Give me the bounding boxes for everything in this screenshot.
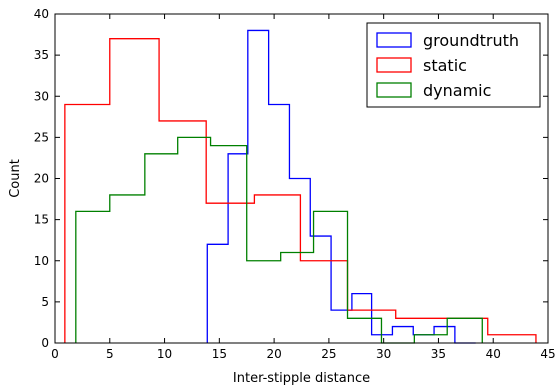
y-tick-label: 40	[34, 7, 49, 21]
legend: groundtruth static dynamic	[366, 22, 541, 108]
x-tick-label: 5	[106, 347, 114, 361]
y-tick-label: 0	[41, 336, 49, 350]
y-tick-label: 10	[34, 254, 49, 268]
y-tick-label: 20	[34, 172, 49, 186]
x-tick-label: 20	[266, 347, 281, 361]
y-tick-label: 25	[34, 130, 49, 144]
x-tick-label: 40	[486, 347, 501, 361]
x-tick-label: 45	[540, 347, 555, 361]
legend-box	[366, 22, 541, 108]
y-tick-label: 15	[34, 213, 49, 227]
y-tick-label: 30	[34, 89, 49, 103]
legend-label-dynamic: dynamic	[423, 81, 491, 100]
x-tick-label: 10	[157, 347, 172, 361]
x-tick-label: 25	[321, 347, 336, 361]
series-dynamic-step-line	[75, 136, 483, 344]
y-axis-label: Count	[8, 159, 23, 198]
legend-swatch-dynamic	[376, 82, 412, 98]
x-tick-label: 15	[212, 347, 227, 361]
plot-area-frame	[54, 13, 549, 344]
legend-swatch-groundtruth	[376, 32, 412, 48]
x-tick-label: 0	[51, 347, 59, 361]
x-tick-label: 35	[431, 347, 446, 361]
x-tick-label: 30	[376, 347, 391, 361]
legend-swatch-static	[376, 57, 412, 73]
y-tick-label: 35	[34, 48, 49, 62]
y-tick-label: 5	[41, 295, 49, 309]
legend-label-groundtruth: groundtruth	[423, 31, 519, 50]
x-axis-label: Inter-stipple distance	[233, 371, 370, 386]
legend-label-static: static	[423, 56, 467, 75]
